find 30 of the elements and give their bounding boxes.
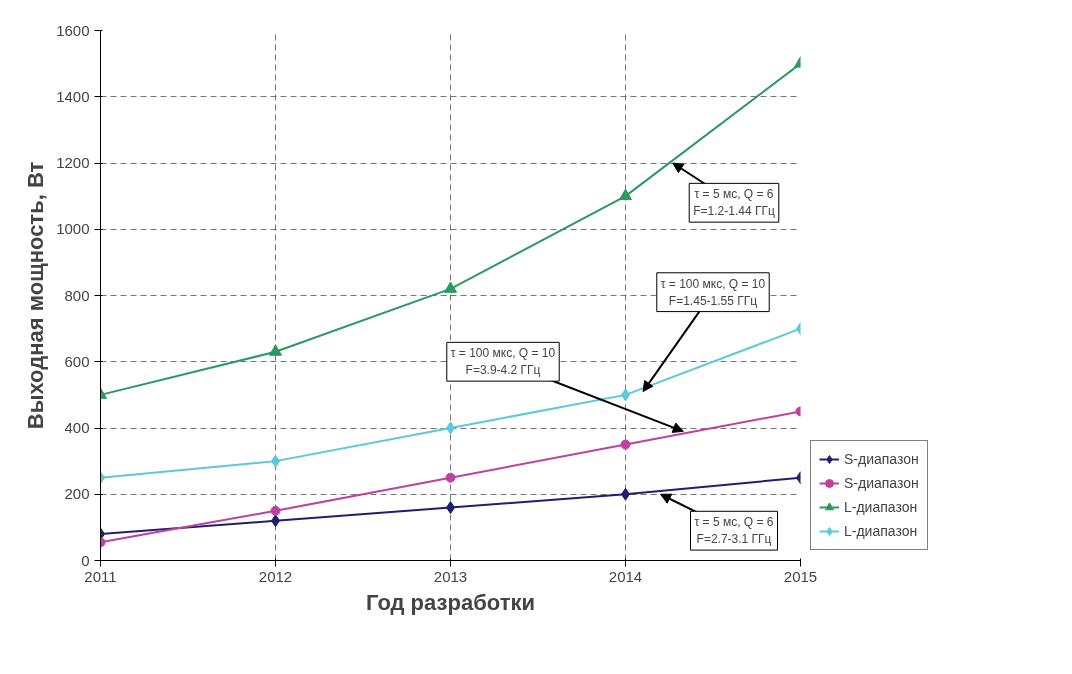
annotation: τ = 100 мкс, Q = 10 F=1.45-1.55 ГГц: [660, 276, 766, 308]
annotation: τ = 5 мс, Q = 6 F=1.2-1.44 ГГц: [693, 187, 775, 219]
y-tick-label: 0: [81, 551, 90, 569]
point: [270, 505, 281, 516]
y-axis-title: Выходная мощность, Вт: [23, 161, 49, 430]
x-tick-label: 2012: [258, 567, 293, 585]
y-tick-label: 1400: [56, 87, 90, 105]
y-tick-label: 800: [64, 286, 90, 304]
legend-label: S-диапазон: [844, 451, 919, 467]
legend-label: L-диапазон: [844, 499, 918, 515]
x-tick-label: 2013: [433, 567, 468, 585]
x-tick-label: 2015: [783, 567, 818, 585]
y-tick-label: 1000: [56, 220, 90, 238]
point: [445, 472, 456, 483]
point: [444, 281, 457, 293]
legend-label: S-диапазон: [844, 475, 919, 491]
point: [620, 439, 631, 450]
x-tick-label: 2011: [84, 567, 117, 585]
y-tick-label: 200: [64, 485, 90, 503]
point: [619, 188, 632, 201]
y-tick-label: 600: [64, 352, 90, 370]
annotation: τ = 100 мкс, Q = 10 F=3.9-4.2 ГГц: [450, 346, 556, 378]
annotation: τ = 5 мс, Q = 6 F=2.7-3.1 ГГц: [694, 515, 774, 547]
x-tick-label: 2014: [608, 567, 643, 585]
point: [269, 344, 282, 356]
y-tick-label: 1200: [56, 154, 90, 171]
y-tick-label: 1600: [56, 21, 90, 39]
x-axis-title: Год разработки: [366, 589, 535, 615]
y-tick-label: 400: [64, 419, 90, 436]
legend-label: L-диапазон: [844, 523, 918, 539]
